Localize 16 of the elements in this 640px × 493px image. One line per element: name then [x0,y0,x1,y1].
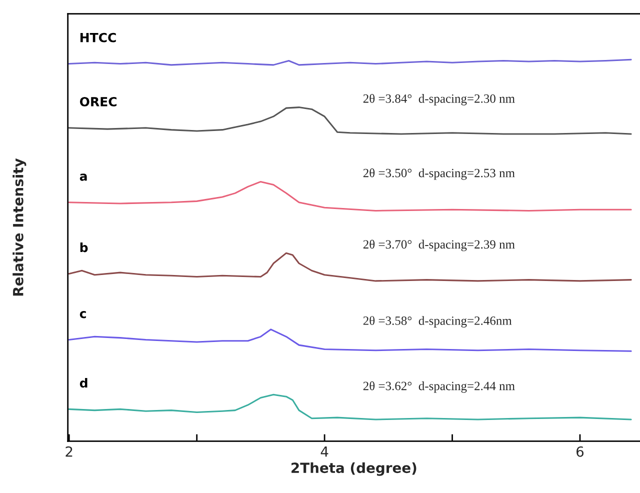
annotation: 2θ =3.84° d-spacing=2.30 nm [363,94,515,106]
x-tick-label: 2 [66,446,72,457]
annotation: 2θ =3.58° d-spacing=2.46nm [363,316,512,328]
x-axis-title: 2Theta (degree) [292,462,416,476]
annotation: 2θ =3.70° d-spacing=2.39 nm [363,240,515,252]
series-label: a [80,174,87,181]
series-label: d [80,378,88,388]
series-label: c [80,311,86,318]
x-tick-label: 4 [320,446,328,457]
annotation: 2θ =3.62° d-spacing=2.44 nm [363,381,515,393]
annotation: 2θ =3.50° d-spacing=2.53 nm [363,168,515,180]
series-label: OREC [80,96,116,106]
series-label: HTCC [80,32,116,42]
x-tick-label: 6 [576,446,584,457]
series-label: b [80,242,88,252]
y-axis-title: Relative Intensity [12,158,26,296]
